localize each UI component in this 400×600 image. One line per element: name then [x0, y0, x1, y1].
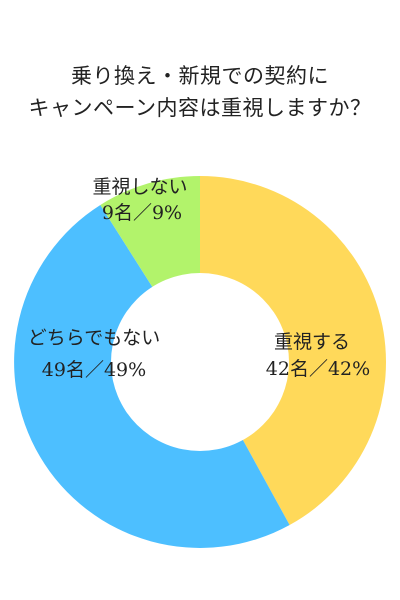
chart-title-line-2: キャンペーン内容は重視しますか？ [28, 96, 372, 120]
donut-hole [111, 273, 289, 451]
slice-label-neutral-name: どちらでもない [28, 327, 160, 349]
chart-title: 乗り換え・新規での契約に キャンペーン内容は重視しますか？ [0, 60, 400, 124]
slice-label-neutral-value: 49名／49% [42, 359, 146, 381]
slice-label-important-name: 重視する [274, 331, 350, 353]
slice-label-not-important-value: 9名／9% [102, 202, 182, 224]
slice-label-important-value: 42名／42% [266, 358, 370, 380]
chart-title-line-1: 乗り換え・新規での契約に [71, 64, 329, 88]
slice-label-not-important-name: 重視しない [92, 176, 187, 198]
